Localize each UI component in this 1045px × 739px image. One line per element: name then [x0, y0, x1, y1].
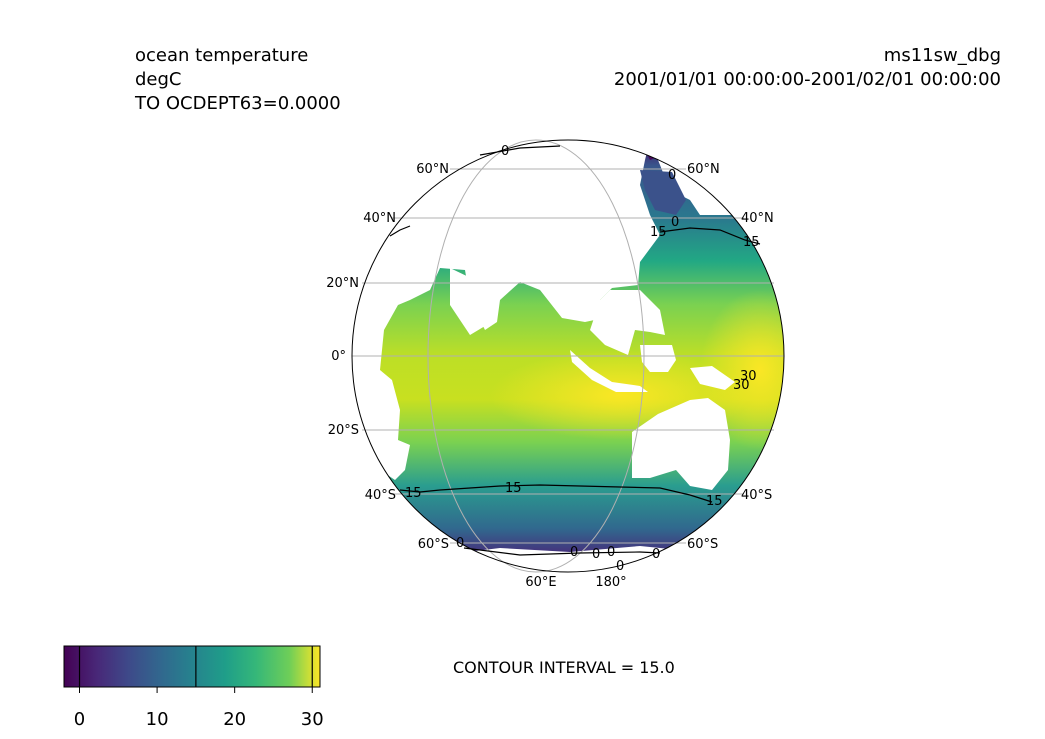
level-label: TO OCDEPT63=0.0000	[135, 93, 341, 114]
contour-label: 15	[405, 486, 422, 501]
contour-0-north	[479, 145, 561, 156]
lat-label: 60°N	[416, 162, 449, 177]
contour-label: 0	[671, 215, 679, 230]
lat-label: 40°N	[741, 211, 774, 226]
contour-15-south	[399, 484, 713, 503]
lat-label: 60°N	[687, 162, 720, 177]
contour-15-north	[659, 227, 761, 245]
colorbar-gradient	[63, 645, 321, 688]
dataset-name: ms11sw_dbg	[883, 45, 1001, 66]
variable-units: degC	[135, 69, 182, 90]
contour-lines	[389, 145, 761, 556]
lat-label: 0°	[331, 349, 346, 364]
lon-label: 180°	[595, 575, 626, 590]
contour-label: 15	[505, 481, 522, 496]
contour-label: 30	[740, 369, 757, 384]
australia	[632, 398, 730, 490]
contour-label: 30	[733, 378, 750, 393]
contour-label: 0	[570, 545, 578, 560]
arabia	[450, 268, 495, 335]
contour-label: 0	[592, 547, 600, 562]
lat-label: 40°S	[741, 488, 772, 503]
contour-label: 0	[652, 547, 660, 562]
header-right: ms11sw_dbg 2001/01/01 00:00:00-2001/02/0…	[614, 44, 1001, 92]
small-island	[418, 202, 432, 216]
sumatra-java	[570, 350, 648, 392]
colorbar-tick-label: 30	[301, 709, 324, 730]
contour-label: 15	[650, 225, 667, 240]
lat-label: 60°S	[418, 537, 449, 552]
colorbar-tick-label: 20	[223, 709, 246, 730]
contour-label: 0	[607, 545, 615, 560]
southeast-asia	[590, 290, 665, 355]
new-guinea	[690, 366, 735, 390]
colorbar-tick-label: 0	[74, 709, 85, 730]
lat-labels-right: 60°N 40°N 40°S 60°S	[687, 162, 774, 552]
lat-labels-left: 60°N 40°N 20°N 0° 20°S 40°S 60°S	[326, 162, 449, 552]
lon-labels: 60°E 180°	[525, 575, 626, 590]
globe-outline	[351, 139, 785, 573]
contour-label: 0	[616, 559, 624, 574]
okhotsk-cold	[640, 170, 686, 215]
meridian-60e	[427, 139, 645, 573]
lat-label: 40°S	[365, 488, 396, 503]
time-range: 2001/01/01 00:00:00-2001/02/01 00:00:00	[613, 69, 1001, 90]
lat-label: 20°N	[326, 276, 359, 291]
graticule	[352, 139, 784, 573]
colorbar: 0 10 20 30	[63, 645, 324, 730]
contour-0-south	[463, 547, 661, 556]
contour-label: 0	[668, 168, 676, 183]
lon-label: 60°E	[525, 575, 556, 590]
lat-label: 40°N	[363, 211, 396, 226]
colorbar-contour-lines	[78, 646, 313, 687]
lat-label: 60°S	[687, 537, 718, 552]
borneo	[640, 345, 676, 372]
variable-name: ocean temperature	[135, 45, 309, 66]
contour-label: 0	[501, 144, 509, 159]
lat-label: 20°S	[328, 423, 359, 438]
contour-15-west	[389, 225, 411, 237]
colorbar-ticks: 0 10 20 30	[74, 687, 324, 730]
header-left: ocean temperature degC TO OCDEPT63=0.000…	[135, 44, 341, 116]
contour-label: 15	[706, 494, 723, 509]
contour-interval-label: CONTOUR INTERVAL = 15.0	[453, 658, 675, 677]
pacific-warm-pool	[700, 290, 784, 450]
colorbar-tick-label: 10	[146, 709, 169, 730]
